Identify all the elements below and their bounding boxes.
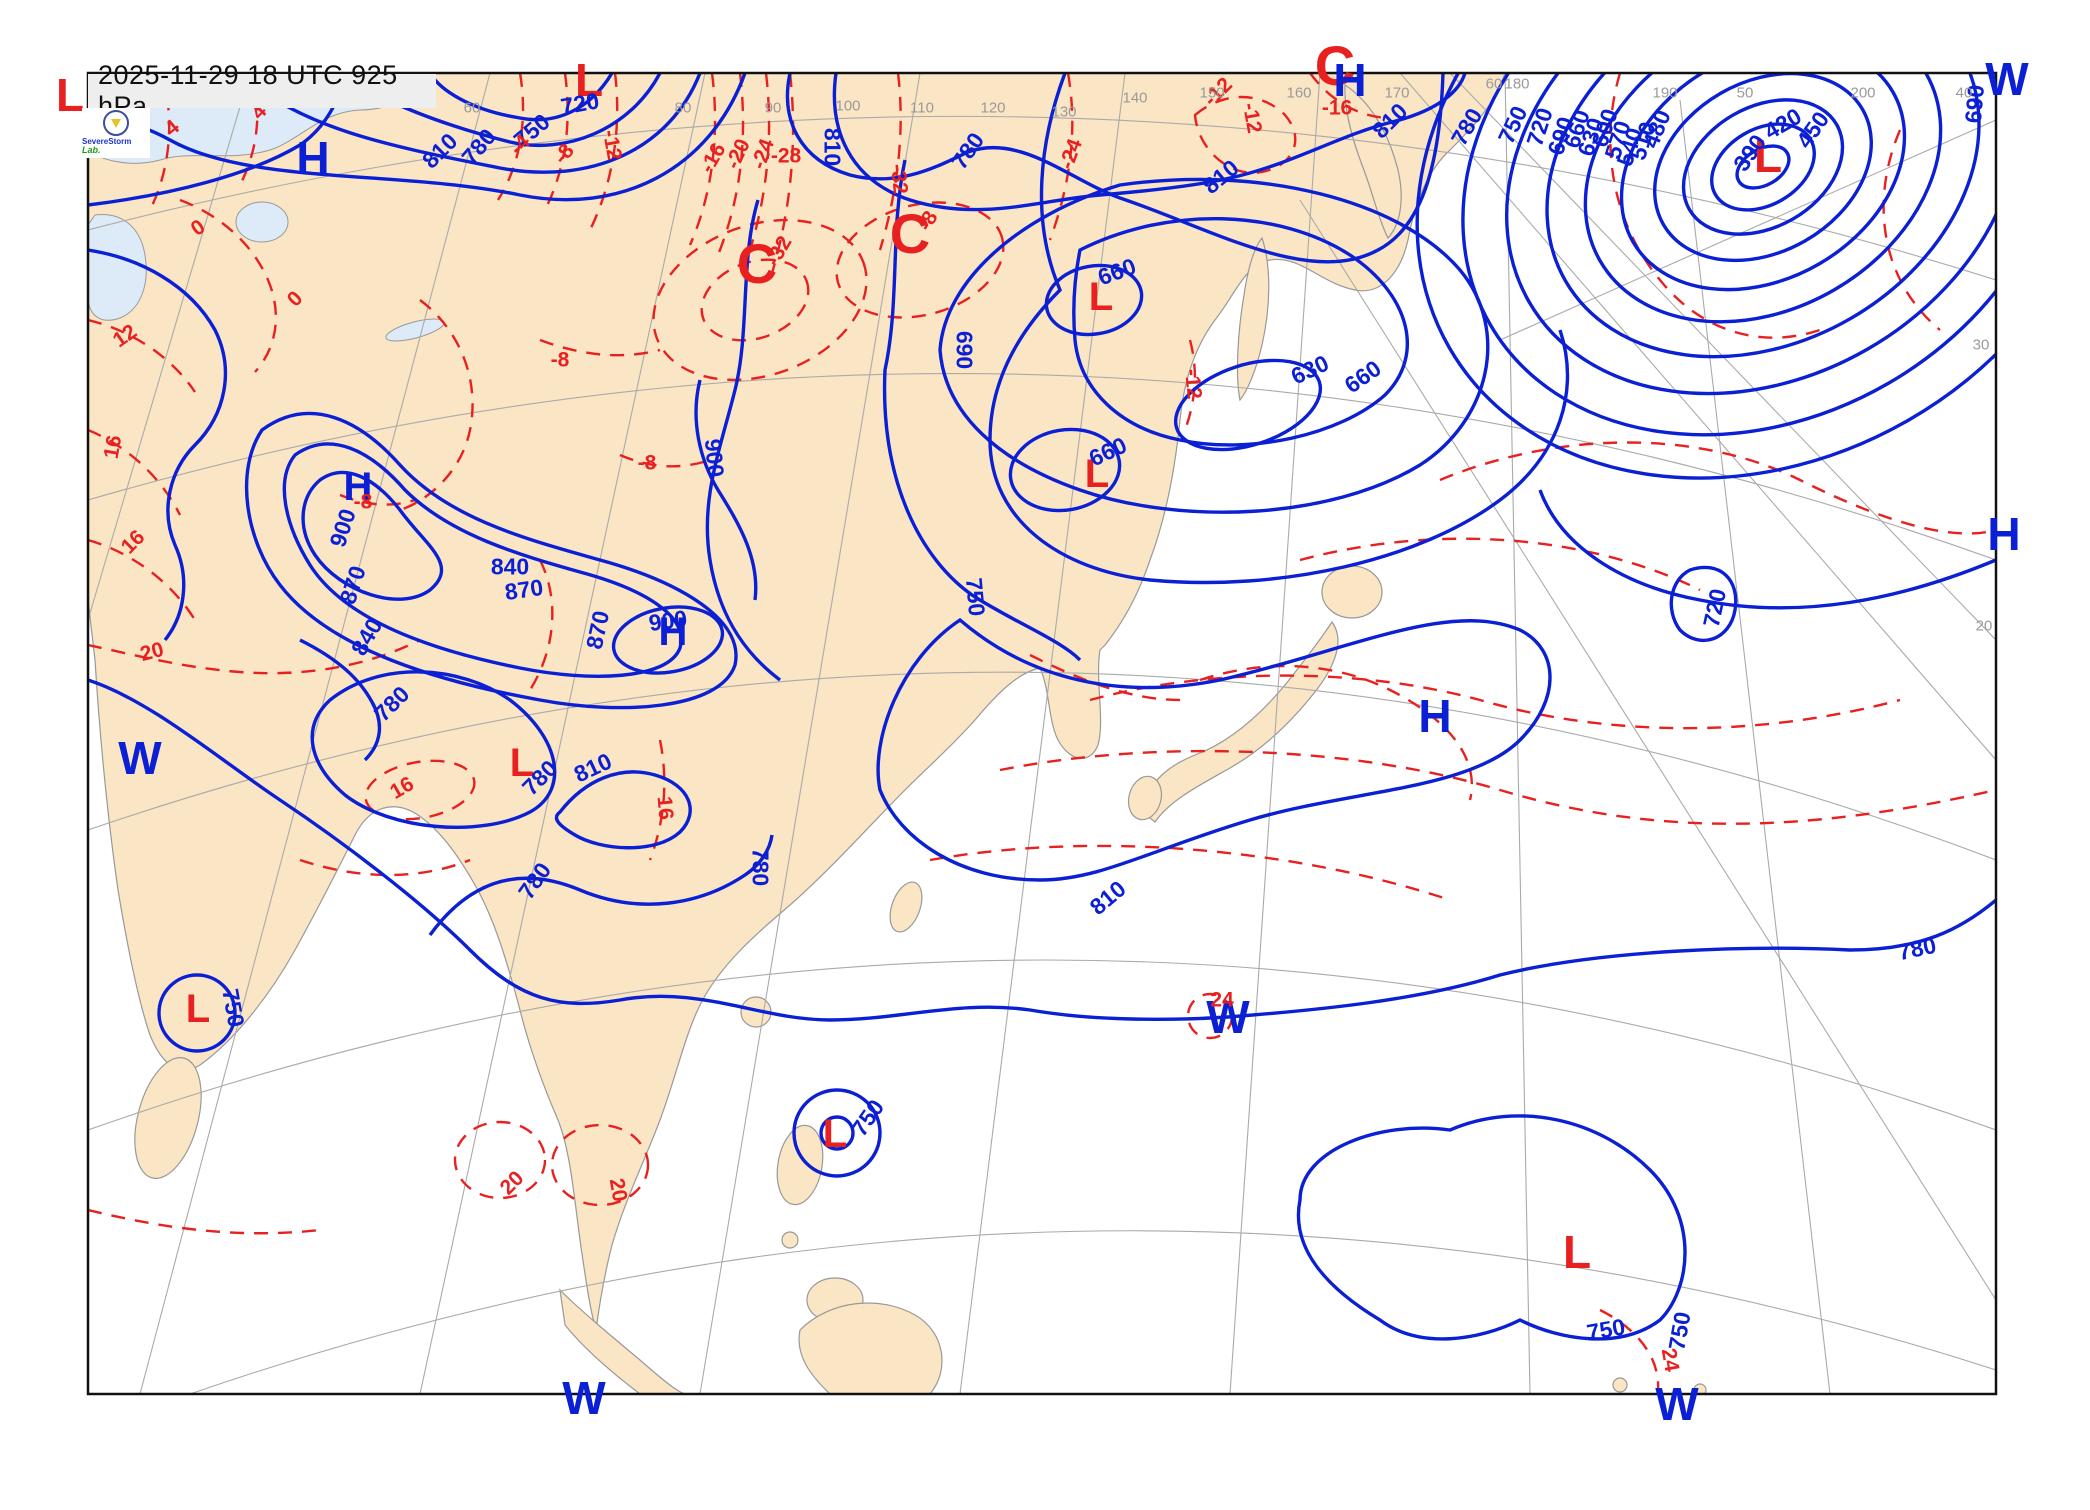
- land-hokkaido: [1321, 565, 1383, 619]
- land-japan: [1139, 620, 1339, 823]
- temperature-contours: [88, 73, 1996, 1391]
- severe-storm-lab-logo: SevereStorm Lab.: [82, 108, 150, 158]
- land-asia: [88, 73, 1506, 1331]
- land-kyushu: [1127, 775, 1163, 821]
- height-contours: [88, 73, 1996, 1341]
- logo-text: SevereStorm Lab.: [82, 137, 132, 155]
- land-islet-1: [1612, 1377, 1628, 1393]
- polar-low-spiral: [1415, 73, 1996, 480]
- graticule-layer: [88, 73, 1996, 1394]
- land-sumatra: [559, 1288, 686, 1394]
- land-kamchatka: [1344, 83, 1402, 240]
- logo-shield-icon: [111, 118, 121, 128]
- logo-seal-icon: [103, 110, 129, 136]
- map-title-text: 2025-11-29 18 UTC 925 hPa: [98, 60, 398, 121]
- lake-aral: [235, 201, 289, 243]
- map-frame: [86, 71, 1998, 1396]
- land-luzon: [776, 1124, 824, 1206]
- landmass-layer: [88, 73, 1707, 1394]
- land-sakhalin: [1236, 236, 1270, 402]
- lake-caspian: [88, 214, 147, 321]
- land-taiwan: [889, 881, 923, 933]
- map-title: 2025-11-29 18 UTC 925 hPa: [88, 60, 436, 121]
- land-visayas: [781, 1231, 799, 1249]
- land-borneo: [798, 1302, 943, 1394]
- land-islet-2: [1693, 1383, 1707, 1394]
- land-sri-lanka: [134, 1057, 202, 1179]
